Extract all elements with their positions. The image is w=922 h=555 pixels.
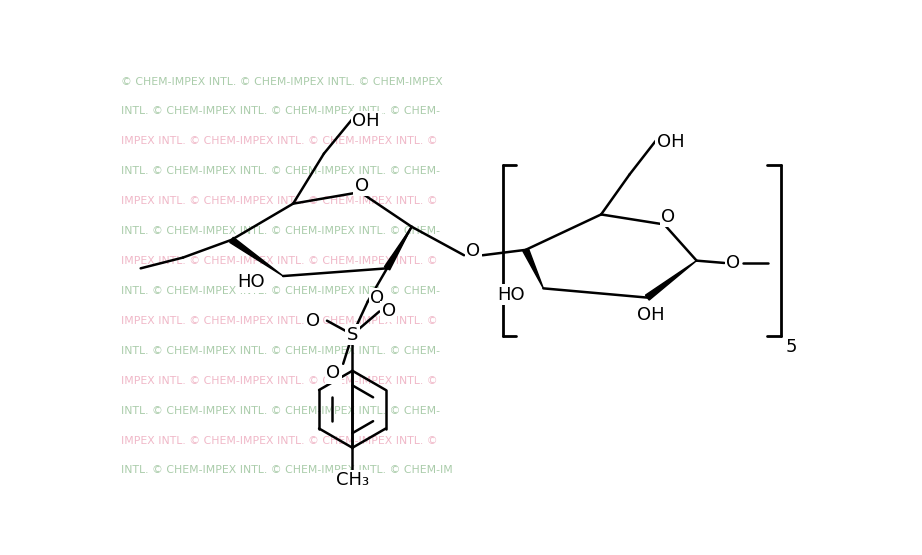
Text: INTL. © CHEM-IMPEX INTL. © CHEM-IMPEX INTL. © CHEM-: INTL. © CHEM-IMPEX INTL. © CHEM-IMPEX IN…: [121, 166, 440, 176]
Text: INTL. © CHEM-IMPEX INTL. © CHEM-IMPEX INTL. © CHEM-: INTL. © CHEM-IMPEX INTL. © CHEM-IMPEX IN…: [121, 107, 440, 117]
Text: OH: OH: [656, 133, 684, 151]
Text: S: S: [347, 326, 358, 344]
Text: OH: OH: [352, 112, 380, 130]
Polygon shape: [384, 227, 412, 270]
Polygon shape: [645, 261, 697, 300]
Text: INTL. © CHEM-IMPEX INTL. © CHEM-IMPEX INTL. © CHEM-: INTL. © CHEM-IMPEX INTL. © CHEM-IMPEX IN…: [121, 406, 440, 416]
Text: HO: HO: [237, 273, 265, 291]
Text: O: O: [467, 243, 480, 260]
Text: O: O: [382, 302, 396, 320]
Polygon shape: [230, 238, 283, 276]
Text: INTL. © CHEM-IMPEX INTL. © CHEM-IMPEX INTL. © CHEM-: INTL. © CHEM-IMPEX INTL. © CHEM-IMPEX IN…: [121, 286, 440, 296]
Text: O: O: [326, 364, 340, 382]
Text: INTL. © CHEM-IMPEX INTL. © CHEM-IMPEX INTL. © CHEM-IM: INTL. © CHEM-IMPEX INTL. © CHEM-IMPEX IN…: [121, 466, 453, 476]
Polygon shape: [523, 249, 543, 289]
Text: © CHEM-IMPEX INTL. © CHEM-IMPEX INTL. © CHEM-IMPEX: © CHEM-IMPEX INTL. © CHEM-IMPEX INTL. © …: [121, 77, 443, 87]
Text: O: O: [306, 312, 320, 330]
Text: IMPEX INTL. © CHEM-IMPEX INTL. © CHEM-IMPEX INTL. ©: IMPEX INTL. © CHEM-IMPEX INTL. © CHEM-IM…: [121, 256, 438, 266]
Text: IMPEX INTL. © CHEM-IMPEX INTL. © CHEM-IMPEX INTL. ©: IMPEX INTL. © CHEM-IMPEX INTL. © CHEM-IM…: [121, 376, 438, 386]
Text: O: O: [370, 289, 384, 307]
Text: O: O: [727, 254, 740, 272]
Text: OH: OH: [637, 306, 665, 324]
Text: HO: HO: [497, 285, 525, 304]
Text: INTL. © CHEM-IMPEX INTL. © CHEM-IMPEX INTL. © CHEM-: INTL. © CHEM-IMPEX INTL. © CHEM-IMPEX IN…: [121, 226, 440, 236]
Text: O: O: [661, 208, 675, 226]
Text: INTL. © CHEM-IMPEX INTL. © CHEM-IMPEX INTL. © CHEM-: INTL. © CHEM-IMPEX INTL. © CHEM-IMPEX IN…: [121, 346, 440, 356]
Text: O: O: [355, 177, 369, 195]
Text: IMPEX INTL. © CHEM-IMPEX INTL. © CHEM-IMPEX INTL. ©: IMPEX INTL. © CHEM-IMPEX INTL. © CHEM-IM…: [121, 316, 438, 326]
Text: CH₃: CH₃: [336, 471, 369, 489]
Text: IMPEX INTL. © CHEM-IMPEX INTL. © CHEM-IMPEX INTL. ©: IMPEX INTL. © CHEM-IMPEX INTL. © CHEM-IM…: [121, 196, 438, 206]
Text: IMPEX INTL. © CHEM-IMPEX INTL. © CHEM-IMPEX INTL. ©: IMPEX INTL. © CHEM-IMPEX INTL. © CHEM-IM…: [121, 436, 438, 446]
Text: IMPEX INTL. © CHEM-IMPEX INTL. © CHEM-IMPEX INTL. ©: IMPEX INTL. © CHEM-IMPEX INTL. © CHEM-IM…: [121, 137, 438, 147]
Text: 5: 5: [786, 337, 798, 356]
